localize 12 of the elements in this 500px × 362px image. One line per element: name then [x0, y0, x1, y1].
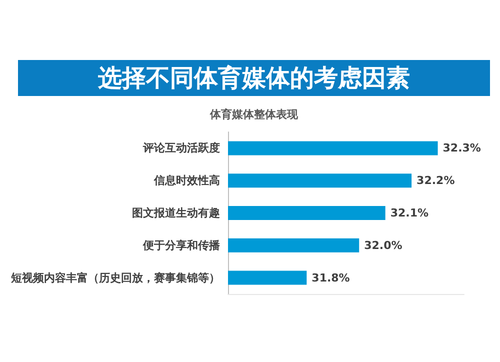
- data-label: 31.8%: [312, 271, 350, 284]
- y-tick-label: 信息时效性高: [153, 174, 220, 188]
- y-tick-label: 图文报道生动有趣: [132, 206, 220, 220]
- y-tick-label: 短视频内容丰富（历史回放，赛事集锦等）: [10, 271, 220, 284]
- data-label: 32.2%: [416, 174, 455, 188]
- data-label: 32.0%: [364, 238, 402, 252]
- y-tick-label: 评论互动活跃度: [142, 142, 220, 155]
- chart-title: 选择不同体育媒体的考虑因素: [97, 64, 410, 92]
- chart-subtitle: 体育媒体整体表现: [209, 108, 299, 121]
- data-label: 32.3%: [442, 142, 481, 155]
- data-label: 32.1%: [390, 206, 429, 220]
- y-tick-label: 便于分享和传播: [142, 238, 221, 252]
